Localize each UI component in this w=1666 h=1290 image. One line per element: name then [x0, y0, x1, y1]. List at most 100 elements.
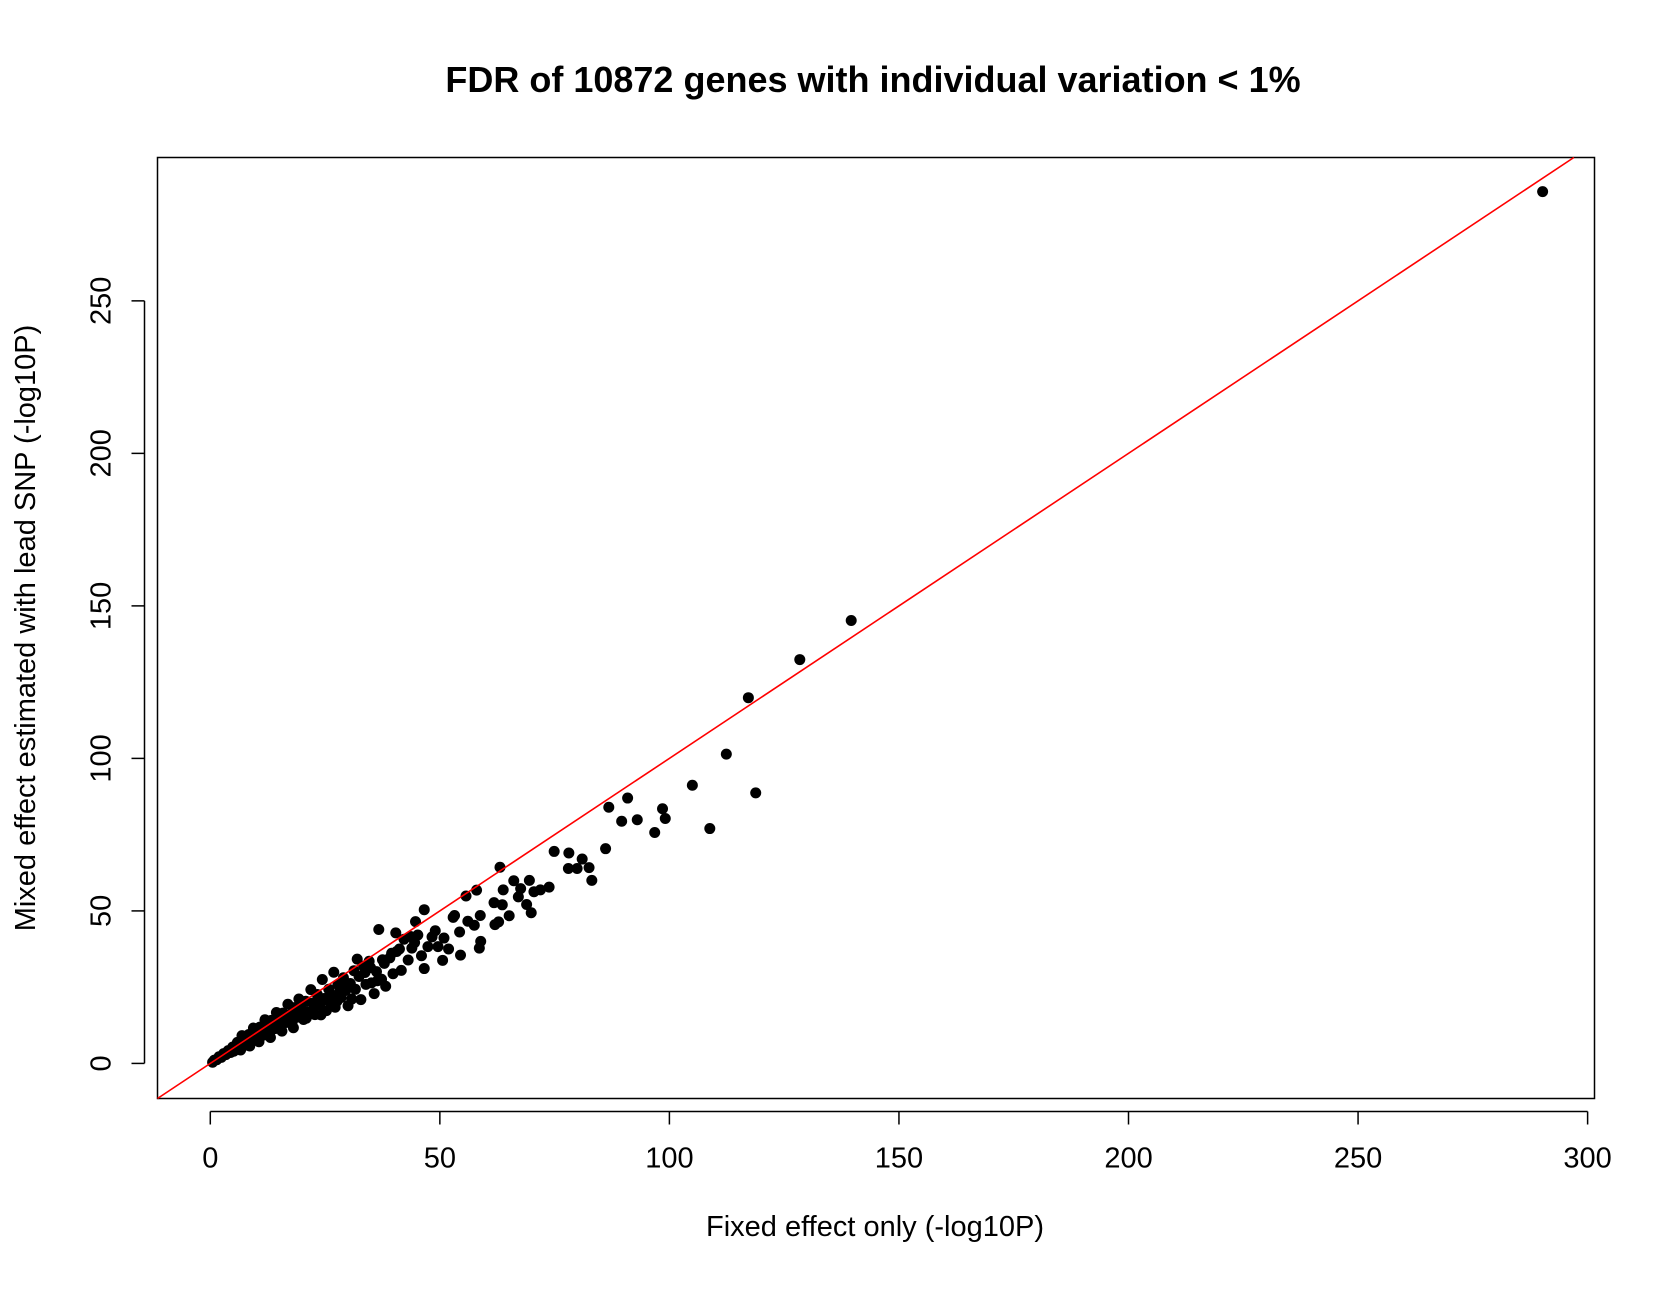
- data-point: [845, 615, 857, 627]
- data-point: [460, 890, 472, 902]
- data-point: [616, 815, 628, 827]
- data-point: [657, 803, 669, 815]
- data-point: [659, 812, 671, 824]
- data-point: [489, 919, 501, 931]
- data-point: [503, 910, 515, 922]
- data-point: [308, 1000, 320, 1012]
- data-point: [508, 875, 520, 887]
- x-tick-label: 0: [202, 1143, 218, 1175]
- data-point: [462, 915, 474, 927]
- y-axis: 0 50 100 150 200 250: [86, 277, 146, 1071]
- data-point: [269, 1023, 281, 1035]
- data-point: [305, 984, 317, 996]
- data-point: [328, 966, 340, 978]
- data-point: [246, 1035, 258, 1047]
- y-tick-label: 150: [86, 582, 118, 630]
- data-point: [319, 994, 331, 1006]
- data-point: [515, 883, 527, 895]
- data-point: [415, 950, 427, 962]
- data-point: [315, 1009, 327, 1021]
- data-point: [390, 927, 402, 939]
- data-point: [360, 978, 372, 990]
- data-point: [346, 993, 358, 1005]
- data-point: [270, 1006, 282, 1018]
- data-point: [528, 886, 540, 898]
- data-point: [418, 904, 430, 916]
- data-point: [525, 907, 537, 919]
- y-tick-label: 0: [86, 1055, 118, 1071]
- data-point: [720, 748, 732, 760]
- plot-frame: [156, 156, 1596, 1100]
- y-tick-label: 50: [86, 895, 118, 927]
- data-point: [368, 988, 380, 1000]
- x-tick-label: 250: [1334, 1143, 1382, 1175]
- data-point: [294, 1009, 306, 1021]
- data-point: [488, 897, 500, 909]
- data-point: [622, 792, 634, 804]
- data-point: [576, 853, 588, 865]
- data-point: [371, 975, 383, 987]
- data-point: [281, 1016, 293, 1028]
- data-point: [512, 891, 524, 903]
- x-tick-label: 100: [645, 1143, 693, 1175]
- data-point: [794, 654, 806, 666]
- data-point: [438, 932, 450, 944]
- x-tick-label: 300: [1563, 1143, 1611, 1175]
- data-point: [443, 943, 455, 955]
- data-point: [402, 954, 414, 966]
- data-point: [395, 964, 407, 976]
- reference-line: [157, 156, 1575, 1100]
- data-point: [497, 884, 509, 896]
- data-point: [406, 942, 418, 954]
- data-point: [474, 909, 486, 921]
- data-point: [523, 874, 535, 886]
- data-point: [686, 779, 698, 791]
- data-point: [447, 911, 459, 923]
- data-point: [454, 926, 466, 938]
- data-point: [258, 1029, 270, 1041]
- x-axis: 0 50 100 150 200 250 300: [202, 1110, 1612, 1175]
- data-point: [563, 847, 575, 859]
- data-point: [333, 986, 345, 998]
- x-tick-label: 50: [424, 1143, 456, 1175]
- data-point: [1537, 186, 1549, 198]
- data-point: [562, 863, 574, 875]
- y-tick-label: 200: [86, 429, 118, 477]
- y-tick-label: 100: [86, 734, 118, 782]
- data-point: [475, 935, 487, 947]
- data-point: [282, 998, 294, 1010]
- data-point: [316, 974, 328, 986]
- y-tick-label: 250: [86, 277, 118, 325]
- data-point: [373, 924, 385, 936]
- data-point: [355, 994, 367, 1006]
- data-point: [455, 949, 467, 961]
- data-point: [521, 899, 533, 911]
- x-axis-label: Fixed effect only (-log10P): [706, 1211, 1044, 1243]
- data-point: [583, 862, 595, 874]
- data-point: [649, 827, 661, 839]
- data-point: [426, 931, 438, 943]
- data-point: [631, 814, 643, 826]
- data-point: [586, 874, 598, 886]
- data-point: [376, 954, 388, 966]
- data-point: [600, 843, 612, 855]
- data-point: [571, 863, 583, 875]
- data-point: [365, 962, 377, 974]
- data-point: [348, 965, 360, 977]
- y-axis-label: Mixed effect estimated with lead SNP (-l…: [10, 325, 42, 932]
- chart-title: FDR of 10872 genes with individual varia…: [445, 59, 1300, 100]
- data-point: [387, 968, 399, 980]
- x-tick-label: 150: [875, 1143, 923, 1175]
- data-point: [496, 899, 508, 911]
- data-point: [351, 953, 363, 965]
- reference-line-group: [157, 156, 1575, 1100]
- data-point: [422, 941, 434, 953]
- data-point: [742, 692, 754, 704]
- data-point: [543, 881, 555, 893]
- data-point: [418, 963, 430, 975]
- data-point: [404, 931, 416, 943]
- x-tick-label: 200: [1104, 1143, 1152, 1175]
- data-point: [437, 954, 449, 966]
- data-point: [750, 787, 762, 799]
